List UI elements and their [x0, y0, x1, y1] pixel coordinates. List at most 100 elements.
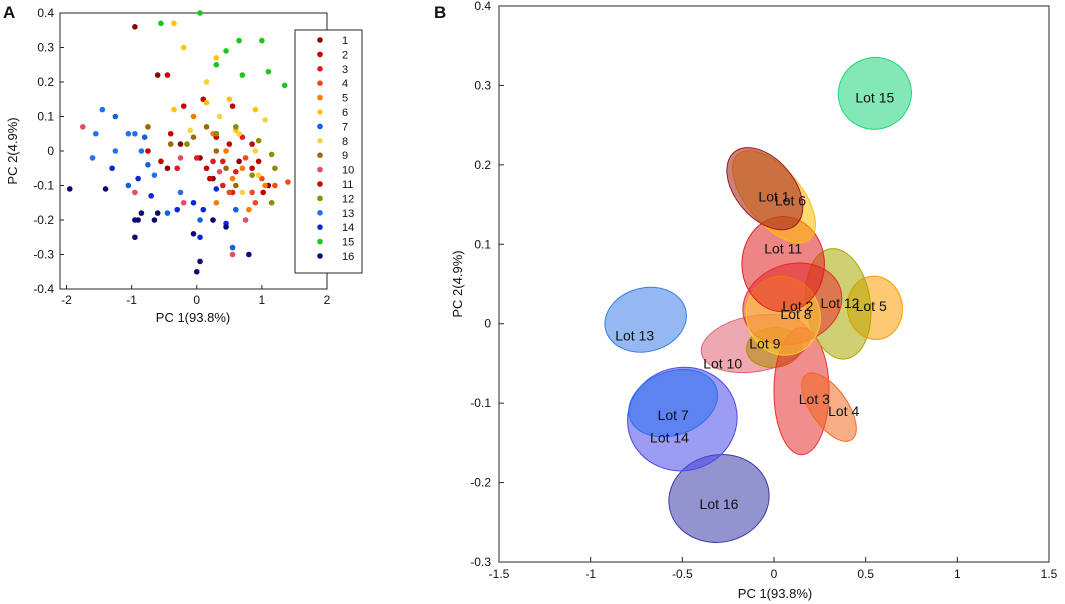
x-tick-label: -0.5	[672, 567, 693, 581]
point-series-7	[229, 244, 236, 251]
point-series-15	[197, 10, 203, 16]
point-series-2	[206, 175, 213, 182]
point-series-16	[246, 251, 252, 258]
point-series-16	[138, 210, 145, 216]
y-tick-label: 0.3	[474, 78, 491, 92]
point-series-2	[164, 72, 171, 78]
legend-marker-8	[317, 138, 323, 144]
point-series-12	[268, 199, 275, 206]
point-series-16	[132, 234, 138, 241]
panel-b-y-axis-label: PC 2(4.9%)	[450, 250, 465, 317]
legend-box	[294, 29, 363, 274]
point-series-6	[226, 96, 233, 103]
point-series-11	[167, 130, 174, 137]
point-series-6	[203, 99, 210, 106]
point-series-4	[272, 182, 278, 189]
point-series-16	[223, 224, 229, 230]
point-series-14	[135, 175, 141, 182]
x-tick-label: 1.5	[1041, 567, 1058, 581]
panel-a-plot-area	[59, 12, 328, 290]
point-series-3	[174, 165, 181, 172]
point-series-3	[193, 155, 200, 161]
point-series-11	[226, 141, 233, 147]
x-tick-label: -2	[61, 293, 72, 307]
label-lot-5: Lot 5	[856, 298, 887, 314]
panel-a-points	[66, 10, 291, 275]
y-tick-label: 0.4	[474, 0, 491, 13]
legend-marker-1	[317, 37, 323, 43]
point-series-7	[141, 134, 148, 140]
label-lot-4: Lot 4	[828, 403, 859, 419]
point-series-7	[145, 162, 151, 168]
legend-marker-12	[317, 195, 323, 202]
point-series-10	[79, 124, 86, 130]
point-series-7	[233, 206, 239, 213]
point-series-5	[190, 113, 197, 120]
point-series-14	[197, 234, 203, 241]
panel-b-x-axis-label: PC 1(93.8%)	[738, 586, 812, 601]
legend-label-3: 3	[342, 64, 348, 76]
point-series-5	[229, 175, 236, 182]
legend-label-1: 1	[342, 35, 348, 47]
point-series-8	[239, 189, 246, 196]
legend-marker-4	[317, 80, 323, 86]
label-lot-9: Lot 9	[749, 336, 780, 352]
point-series-1	[236, 158, 242, 165]
point-series-16	[154, 210, 161, 216]
point-series-7	[197, 217, 203, 223]
point-series-11	[145, 148, 151, 154]
y-tick-label: 0.4	[37, 6, 54, 20]
point-series-5	[246, 206, 252, 213]
point-series-13	[151, 172, 158, 178]
point-series-6	[252, 106, 259, 113]
label-lot-15: Lot 15	[855, 89, 894, 105]
y-tick-label: 0.1	[37, 110, 54, 124]
point-series-15	[158, 20, 164, 27]
ellipse-lot-1	[726, 147, 804, 231]
point-series-12	[233, 124, 239, 130]
point-series-16	[210, 217, 216, 223]
point-series-11	[249, 165, 255, 172]
point-series-12	[255, 137, 262, 144]
label-lot-1: Lot 1	[758, 189, 789, 205]
point-series-10	[216, 168, 223, 175]
point-series-7	[125, 182, 132, 189]
legend-marker-10	[317, 166, 323, 173]
label-lot-16: Lot 16	[700, 496, 739, 512]
point-series-9	[190, 134, 197, 140]
point-series-4	[285, 179, 291, 185]
legend-label-4: 4	[342, 78, 348, 90]
legend-label-13: 13	[342, 208, 354, 220]
point-series-3	[220, 158, 226, 165]
legend-label-11: 11	[342, 179, 353, 191]
point-series-15	[239, 72, 246, 78]
label-lot-10: Lot 10	[703, 355, 742, 371]
point-series-16	[102, 186, 109, 192]
label-lot-8: Lot 8	[780, 306, 811, 322]
point-series-12	[249, 172, 255, 178]
point-series-2	[229, 103, 236, 109]
point-series-16	[193, 268, 200, 275]
point-series-8	[255, 172, 262, 178]
point-series-4	[249, 189, 255, 196]
label-lot-6: Lot 6	[775, 193, 806, 209]
point-series-13	[125, 130, 132, 137]
point-series-14	[213, 186, 220, 192]
x-tick-label: 0.5	[857, 567, 874, 581]
point-series-6	[171, 106, 177, 113]
y-tick-label: -0.1	[33, 179, 54, 193]
x-tick-label: 1	[954, 567, 961, 581]
point-series-9	[145, 124, 151, 130]
legend-marker-7	[317, 123, 323, 130]
point-series-15	[259, 37, 265, 44]
legend-label-15: 15	[342, 237, 354, 249]
point-series-6	[171, 20, 177, 27]
panel-b-ellipses	[604, 56, 912, 543]
y-tick-label: -0.3	[33, 248, 54, 262]
y-tick-label: -0.3	[470, 555, 491, 569]
y-tick-label: 0.1	[474, 237, 491, 251]
point-series-4	[226, 189, 233, 196]
point-series-12	[184, 141, 190, 147]
point-series-14	[190, 199, 197, 206]
point-series-7	[112, 113, 119, 120]
